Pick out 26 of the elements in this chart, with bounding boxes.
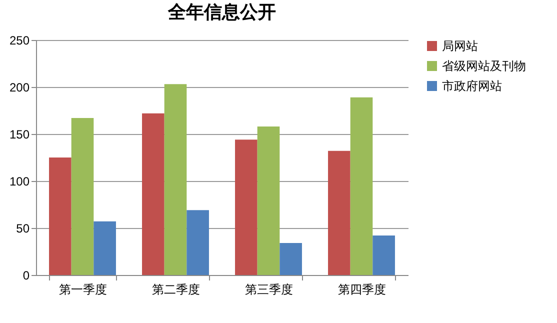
legend-label: 市政府网站 <box>442 79 502 93</box>
y-tick-label: 150 <box>9 128 30 142</box>
y-tick-label: 100 <box>9 174 30 188</box>
x-tick-label: 第三季度 <box>245 282 293 296</box>
bar <box>280 243 302 275</box>
legend-label: 省级网站及刊物 <box>442 59 526 73</box>
bar <box>49 158 72 275</box>
bar <box>350 97 373 275</box>
y-tick-label: 250 <box>9 34 30 48</box>
bar <box>164 84 187 275</box>
legend-label: 局网站 <box>442 39 478 53</box>
y-tick-label: 200 <box>9 80 30 94</box>
bar <box>257 126 280 275</box>
bar <box>186 210 209 275</box>
x-tick-label: 第一季度 <box>59 282 107 296</box>
x-tick-label: 第二季度 <box>152 282 200 296</box>
bar <box>94 221 116 275</box>
y-tick-label: 50 <box>16 222 30 236</box>
bar <box>71 118 94 275</box>
bar <box>372 236 395 275</box>
chart-title: 全年信息公开 <box>167 2 276 22</box>
x-tick-label: 第四季度 <box>338 282 386 296</box>
bar <box>328 150 350 275</box>
y-tick-label: 0 <box>22 268 30 282</box>
bar <box>235 140 258 275</box>
bar <box>142 113 164 275</box>
